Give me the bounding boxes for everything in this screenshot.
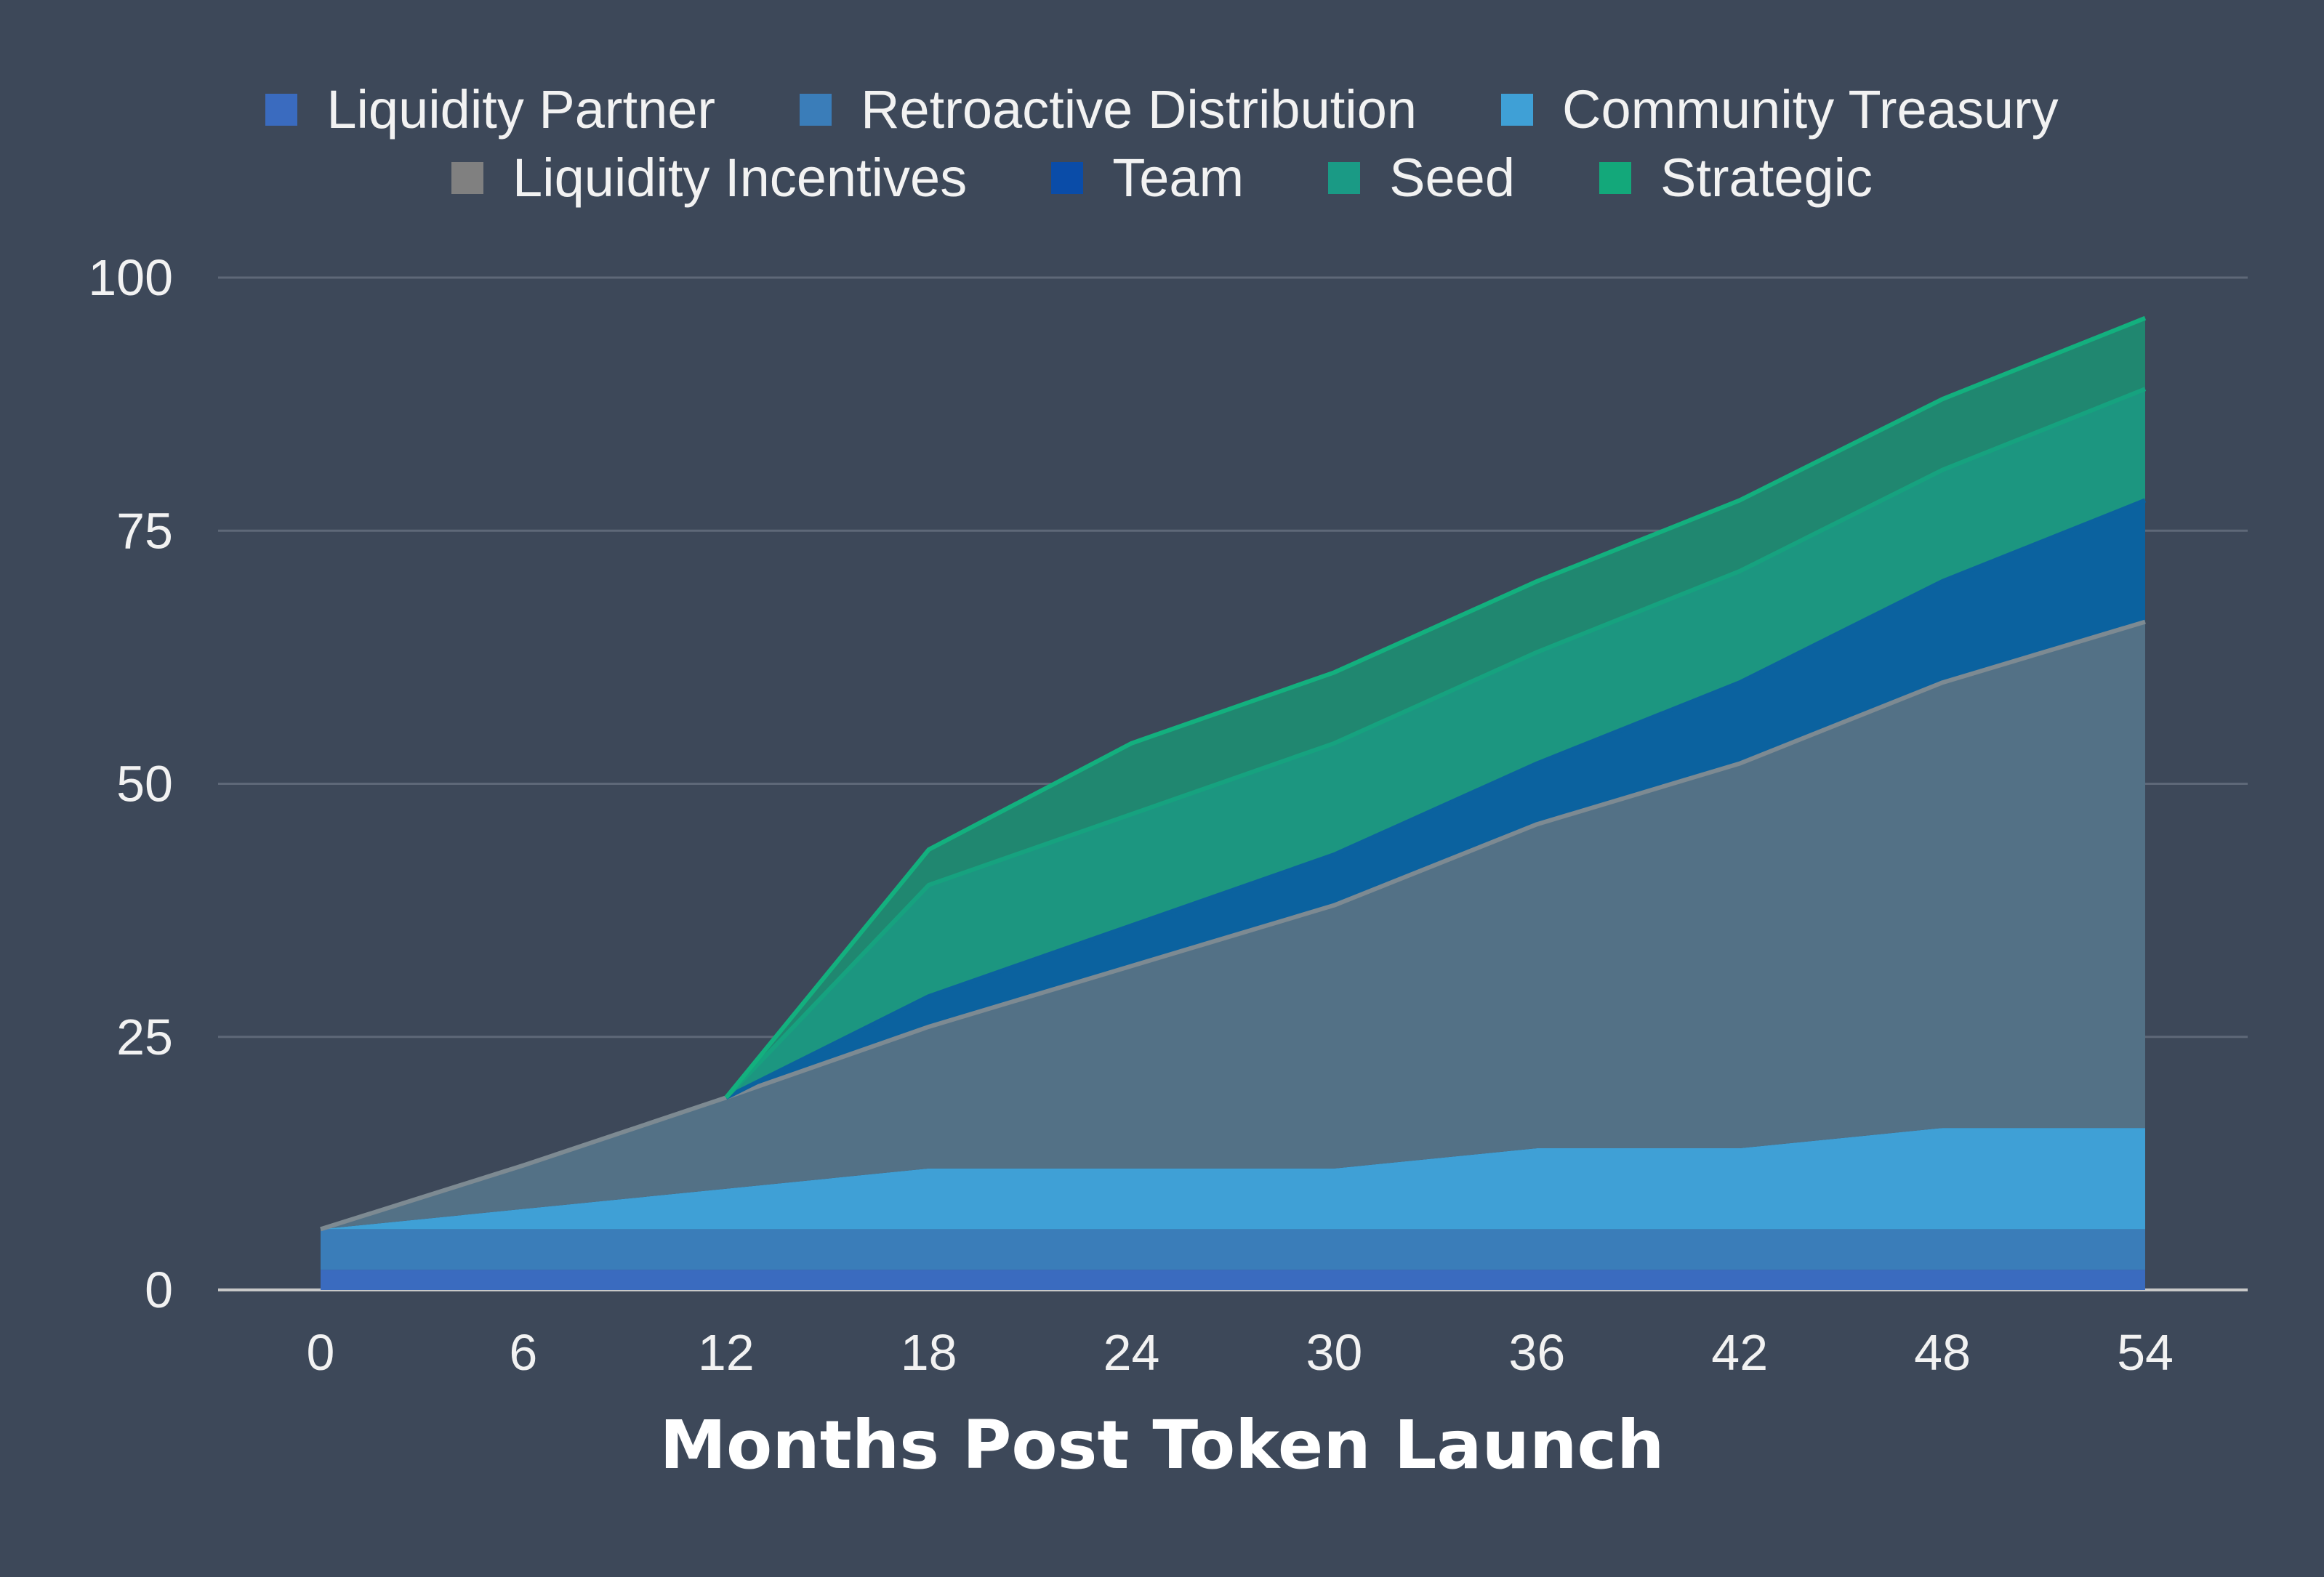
area-liquidity-incentives — [321, 621, 2145, 1230]
legend-label: Team — [1112, 148, 1245, 208]
legend-swatch-strategic — [1599, 161, 1631, 194]
legend-row-2: Liquidity Incentives Team Seed Strategic — [0, 147, 2324, 209]
x-tick-label: 24 — [1103, 1324, 1160, 1381]
legend-label: Liquidity Partner — [326, 79, 716, 140]
x-tick-label: 12 — [698, 1324, 755, 1381]
area-strategic — [321, 318, 2145, 1230]
legend-swatch-seed — [1328, 161, 1361, 194]
legend-swatch-community-treasury — [1501, 93, 1534, 126]
series-line — [320, 619, 2146, 1232]
area-community-treasury — [321, 1128, 2145, 1230]
x-tick-label: 18 — [901, 1324, 957, 1381]
x-tick-label: 36 — [1508, 1324, 1565, 1381]
legend-label: Community Treasury — [1562, 79, 2059, 140]
area-series — [321, 318, 2145, 1290]
legend-row-1: Liquidity Partner Retroactive Distributi… — [0, 78, 2324, 140]
legend-label: Liquidity Incentives — [512, 148, 968, 208]
legend-label: Strategic — [1660, 148, 1873, 208]
y-tick-label: 75 — [116, 502, 173, 559]
x-tick-label: 30 — [1306, 1324, 1363, 1381]
y-tick-label: 25 — [116, 1009, 173, 1065]
y-tick-label: 0 — [145, 1262, 173, 1318]
legend-item-seed[interactable]: Seed — [1328, 147, 1515, 209]
x-axis-ticks: 0 6 12 18 24 30 36 42 48 54 — [307, 1324, 2174, 1381]
legend-item-strategic[interactable]: Strategic — [1599, 147, 1873, 209]
x-tick-label: 0 — [307, 1324, 335, 1381]
legend-swatch-team — [1051, 161, 1084, 194]
legend-label: Retroactive Distribution — [861, 79, 1418, 140]
area-liquidity-partner — [321, 1270, 2145, 1290]
series-line — [725, 498, 2147, 1100]
legend-swatch-liquidity-incentives — [451, 161, 483, 194]
x-tick-label: 54 — [2117, 1324, 2174, 1381]
area-retroactive-distribution — [321, 1229, 2145, 1270]
series-lines — [320, 315, 2147, 1232]
legend-label: Seed — [1389, 148, 1515, 208]
legend-item-community-treasury[interactable]: Community Treasury — [1501, 78, 2059, 140]
legend-swatch-retroactive-distribution — [800, 93, 832, 126]
x-tick-label: 6 — [509, 1324, 537, 1381]
series-line — [724, 315, 2147, 1100]
y-axis-ticks: 0 25 50 75 100 — [88, 249, 173, 1318]
legend-item-liquidity-partner[interactable]: Liquidity Partner — [265, 78, 715, 140]
y-tick-label: 50 — [116, 756, 173, 812]
x-tick-label: 48 — [1914, 1324, 1971, 1381]
x-axis-title: Months Post Token Launch — [659, 1406, 1665, 1484]
legend-item-liquidity-incentives[interactable]: Liquidity Incentives — [451, 147, 967, 209]
x-tick-label: 42 — [1711, 1324, 1768, 1381]
legend-swatch-liquidity-partner — [265, 93, 298, 126]
area-seed — [321, 389, 2145, 1230]
y-tick-label: 100 — [88, 249, 173, 306]
series-line — [724, 387, 2147, 1100]
legend-item-retroactive-distribution[interactable]: Retroactive Distribution — [800, 78, 1417, 140]
legend-item-team[interactable]: Team — [1051, 147, 1244, 209]
